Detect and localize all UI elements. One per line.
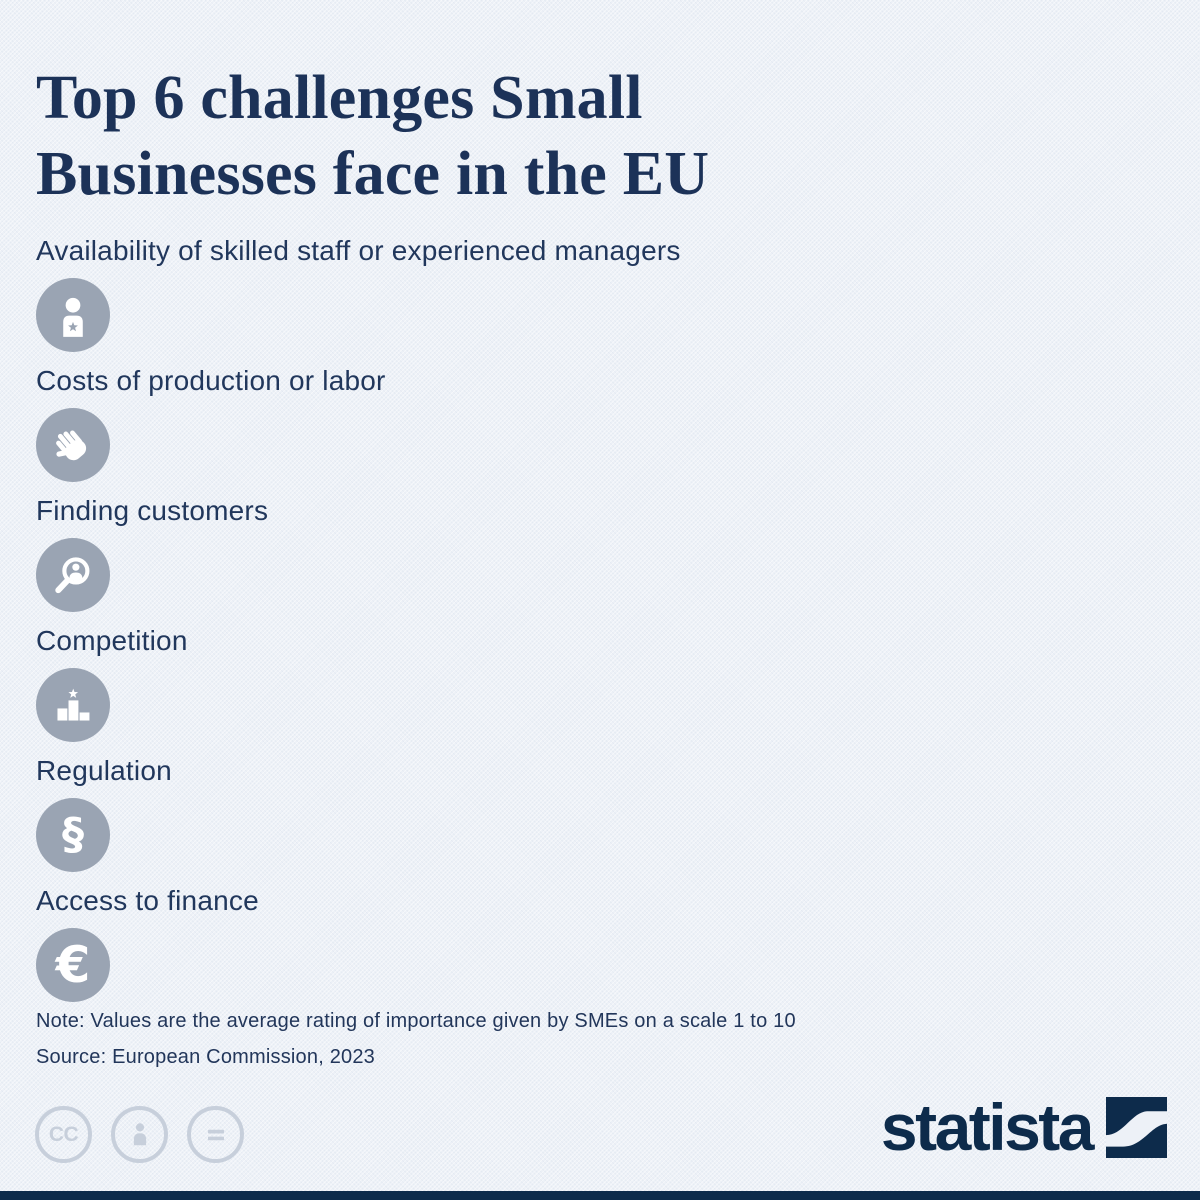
- creative-commons-license: CC: [35, 1106, 244, 1163]
- list-item: Regulation §: [36, 756, 681, 872]
- challenge-label: Regulation: [36, 755, 172, 786]
- cc-icon: CC: [35, 1106, 92, 1163]
- challenge-label: Costs of production or labor: [36, 365, 386, 396]
- list-item: Access to finance €: [36, 886, 681, 1002]
- list-item: Availability of skilled staff or experie…: [36, 236, 681, 352]
- euro-sign-icon: €: [36, 928, 110, 1002]
- list-item: Competition: [36, 626, 681, 742]
- waving-hand-icon: [36, 408, 110, 482]
- list-item: Costs of production or labor: [36, 366, 681, 482]
- challenge-label: Finding customers: [36, 495, 269, 526]
- challenge-label: Availability of skilled staff or experie…: [36, 235, 681, 266]
- challenge-list: Availability of skilled staff or experie…: [36, 236, 681, 1016]
- cc-letters: CC: [48, 1122, 79, 1146]
- footnotes: Note: Values are the average rating of i…: [36, 1008, 796, 1070]
- statista-wordmark: statista: [880, 1090, 1095, 1164]
- statista-logo: statista: [881, 1094, 1167, 1160]
- person-with-star-icon: [36, 278, 110, 352]
- podium-with-star-icon: [36, 668, 110, 742]
- list-item: Finding customers: [36, 496, 681, 612]
- cc-no-derivatives-equals-icon: [187, 1106, 244, 1163]
- cc-attribution-person-icon: [111, 1106, 168, 1163]
- statista-swoosh-icon: [1106, 1096, 1167, 1158]
- source-text: Source: European Commission, 2023: [36, 1046, 376, 1068]
- challenge-label: Competition: [36, 625, 188, 656]
- page-title: Top 6 challenges Small Businesses face i…: [36, 64, 710, 208]
- bottom-accent-bar: [0, 1191, 1200, 1200]
- section-sign-icon: §: [36, 798, 110, 872]
- magnifier-person-icon: [36, 538, 110, 612]
- note-text: Note: Values are the average rating of i…: [36, 1010, 796, 1032]
- challenge-label: Access to finance: [36, 885, 259, 916]
- section-sign-glyph: §: [62, 809, 84, 860]
- euro-sign-glyph: €: [55, 936, 91, 994]
